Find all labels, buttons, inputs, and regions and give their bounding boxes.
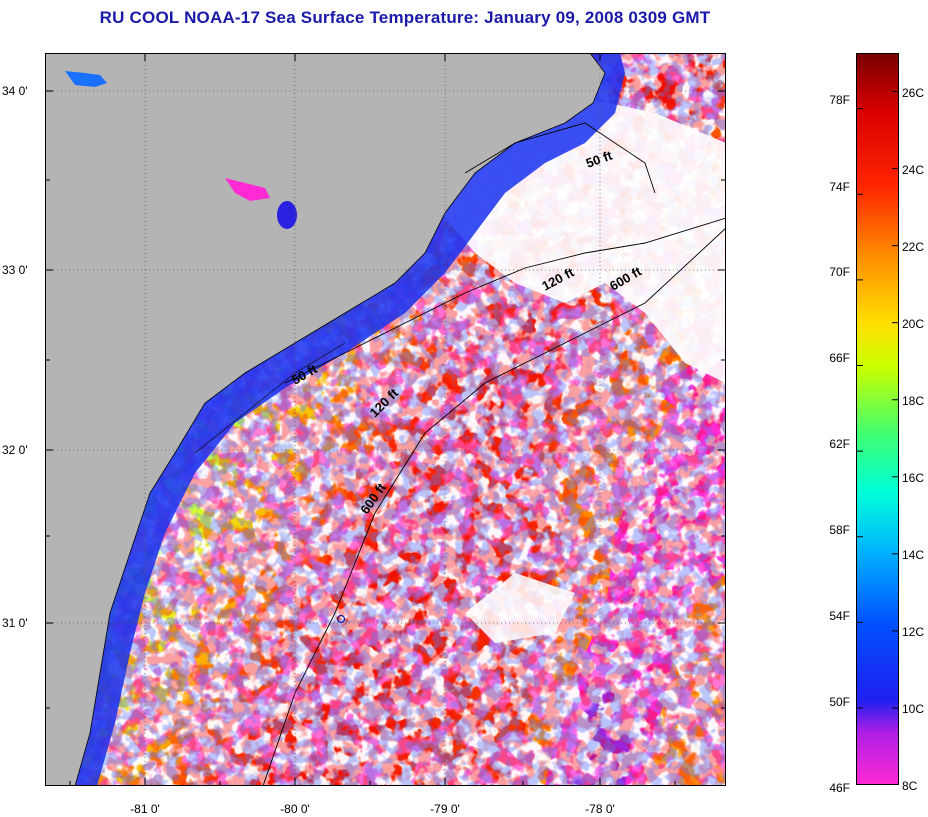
latitude-label: 32 0'	[2, 443, 28, 457]
longitude-label: -81 0'	[130, 802, 160, 816]
colorbar-celsius-label: 12C	[902, 625, 925, 639]
temperature-colorbar	[856, 53, 899, 795]
latitude-label: 34 0'	[2, 84, 28, 98]
colorbar-celsius-label: 24C	[902, 163, 925, 177]
colorbar-fahrenheit-label: 54F	[829, 609, 850, 623]
colorbar-celsius-label: 26C	[902, 86, 925, 100]
latitude-label: 33 0'	[2, 263, 28, 277]
inland-water	[65, 71, 107, 87]
latitude-label: 31 0'	[2, 616, 28, 630]
graticule	[45, 53, 726, 786]
colorbar-fahrenheit-label: 70F	[829, 265, 850, 279]
colorbar-celsius-label: 10C	[902, 702, 925, 716]
colorbar-fahrenheit-label: 62F	[829, 437, 850, 451]
page-title: RU COOL NOAA-17 Sea Surface Temperature:…	[99, 8, 711, 27]
longitude-label: -79 0'	[430, 802, 460, 816]
colorbar-fahrenheit-label: 66F	[829, 351, 850, 365]
coastline	[74, 53, 606, 786]
colorbar-celsius-label: 16C	[902, 471, 925, 485]
colorbar-celsius-label: 20C	[902, 317, 925, 331]
longitude-label: -78 0'	[585, 802, 615, 816]
sst-map-canvas: 50 ft 120 ft 600 ft 50 ft 120 ft 600 ft	[45, 53, 726, 786]
colorbar-gradient	[856, 53, 899, 785]
colorbar-celsius-label: 18C	[902, 394, 925, 408]
buoy-marker[interactable]	[336, 614, 346, 624]
longitude-label: -80 0'	[280, 802, 310, 816]
colorbar-celsius-label: 22C	[902, 240, 925, 254]
coastal-cold-water	[75, 53, 625, 786]
isobath-50ft-north	[464, 122, 656, 194]
colorbar-celsius-label: 14C	[902, 548, 925, 562]
colorbar-fahrenheit-label: 78F	[829, 93, 850, 107]
colorbar-fahrenheit-label: 74F	[829, 180, 850, 194]
map-ticks	[45, 53, 726, 786]
colorbar-fahrenheit-label: 58F	[829, 523, 850, 537]
map-frame-border	[45, 53, 726, 786]
land-mass	[45, 53, 605, 786]
colorbar-fahrenheit-label: 50F	[829, 695, 850, 709]
isobath-120ft	[284, 217, 726, 384]
isobath-600ft	[262, 227, 726, 786]
colorbar-celsius-label: 8C	[902, 779, 918, 793]
colorbar-fahrenheit-label: 46F	[829, 781, 850, 795]
sst-map[interactable]: 50 ft 120 ft 600 ft 50 ft 120 ft 600 ft	[45, 53, 726, 786]
